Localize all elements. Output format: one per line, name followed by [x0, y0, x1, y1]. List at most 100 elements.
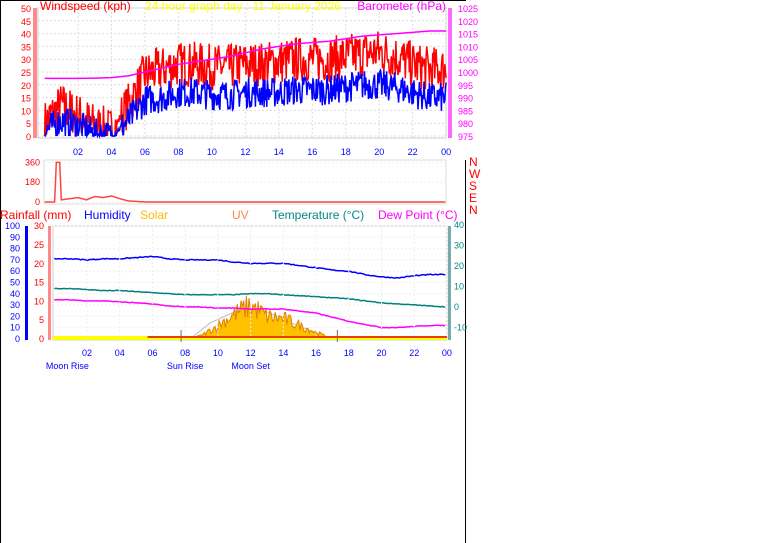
wind-tick-label: 30 — [21, 55, 31, 65]
rain-tick-label: 15 — [34, 278, 44, 288]
compass-label: N — [469, 155, 478, 169]
humidity-tick-label: 100 — [5, 221, 20, 231]
temp-tick-label: 20 — [454, 261, 464, 271]
rain-tick-label: 25 — [34, 240, 44, 250]
compass-label: S — [469, 179, 477, 193]
wind-tick-label: 10 — [21, 106, 31, 116]
x-tick-label: 20 — [374, 147, 384, 157]
series-solar — [189, 295, 335, 340]
graph-title: 24 hour graph day : 11 January 2026 — [145, 0, 341, 13]
x-tick-label: 14 — [274, 147, 284, 157]
compass-label: E — [469, 191, 477, 205]
x-tick-label: 12 — [246, 348, 256, 358]
x-tick-label: 22 — [409, 348, 419, 358]
wind-tick-label: 35 — [21, 42, 31, 52]
direction-tick-label: 180 — [25, 177, 40, 187]
wind-tick-label: 25 — [21, 68, 31, 78]
series-wind-gust — [43, 31, 447, 137]
wind-axis-title: Windspeed (kph) — [40, 0, 131, 13]
uv-band — [53, 336, 447, 340]
x-tick-label: 00 — [441, 147, 451, 157]
humidity-tick-label: 60 — [10, 266, 20, 276]
series-wind-direction — [44, 161, 446, 203]
x-tick-label: 08 — [180, 348, 190, 358]
direction-tick-label: 360 — [25, 157, 40, 167]
baro-tick-label: 1010 — [458, 42, 478, 52]
baro-tick-label: 1000 — [458, 68, 478, 78]
x-tick-label: 18 — [341, 147, 351, 157]
legend-item: Rainfall (mm) — [0, 208, 71, 222]
wind-axis — [33, 8, 37, 138]
series-barometer — [44, 30, 447, 80]
wind-tick-label: 45 — [21, 17, 31, 27]
humidity-tick-label: 30 — [10, 300, 20, 310]
humidity-tick-label: 40 — [10, 289, 20, 299]
rain-tick-label: 20 — [34, 259, 44, 269]
temp-tick-label: 30 — [454, 241, 464, 251]
x-tick-label: 10 — [213, 348, 223, 358]
compass-label: W — [469, 167, 481, 181]
x-tick-label: 06 — [140, 147, 150, 157]
x-tick-label: 12 — [240, 147, 250, 157]
baro-tick-label: 980 — [458, 119, 473, 129]
astronomy-label: Moon Set — [231, 361, 270, 371]
wind-tick-label: 0 — [26, 132, 31, 142]
x-tick-label: 04 — [107, 147, 117, 157]
baro-tick-label: 985 — [458, 106, 473, 116]
legend-item: UV — [232, 208, 249, 222]
series-dew-point — [54, 298, 446, 329]
humidity-tick-label: 0 — [15, 334, 20, 344]
astronomy-label: Sun Rise — [167, 361, 204, 371]
wind-tick-label: 15 — [21, 94, 31, 104]
astronomy-label: Moon Rise — [46, 361, 89, 371]
baro-axis — [448, 8, 452, 138]
compass-label: N — [469, 203, 478, 217]
rain-tick-label: 5 — [39, 315, 44, 325]
baro-tick-label: 1005 — [458, 55, 478, 65]
x-tick-label: 00 — [442, 348, 452, 358]
baro-tick-label: 995 — [458, 81, 473, 91]
series-wind-average — [44, 68, 447, 139]
x-tick-label: 16 — [311, 348, 321, 358]
x-tick-label: 22 — [408, 147, 418, 157]
humidity-tick-label: 20 — [10, 311, 20, 321]
baro-tick-label: 1020 — [458, 17, 478, 27]
temp-tick-label: -10 — [454, 323, 467, 333]
x-tick-label: 04 — [115, 348, 125, 358]
x-tick-label: 06 — [147, 348, 157, 358]
rain-tick-label: 30 — [34, 221, 44, 231]
baro-tick-label: 1025 — [458, 4, 478, 14]
baro-axis-title: Barometer (hPa) — [357, 0, 446, 13]
x-tick-label: 16 — [307, 147, 317, 157]
baro-tick-label: 1015 — [458, 30, 478, 40]
rain-tick-label: 0 — [39, 334, 44, 344]
humidity-tick-label: 90 — [10, 232, 20, 242]
x-tick-label: 02 — [82, 348, 92, 358]
baro-tick-label: 990 — [458, 94, 473, 104]
wind-tick-label: 20 — [21, 81, 31, 91]
humidity-axis — [25, 226, 28, 340]
legend-item: Temperature (°C) — [272, 208, 364, 222]
legend-item: Solar — [140, 208, 168, 222]
x-tick-label: 20 — [376, 348, 386, 358]
x-tick-label: 14 — [278, 348, 288, 358]
temp-tick-label: 10 — [454, 282, 464, 292]
humidity-tick-label: 80 — [10, 244, 20, 254]
rain-axis — [48, 226, 51, 340]
humidity-tick-label: 10 — [10, 323, 20, 333]
rain-tick-label: 10 — [34, 296, 44, 306]
temp-tick-label: 0 — [454, 302, 459, 312]
temp-tick-label: 40 — [454, 220, 464, 230]
humidity-tick-label: 50 — [10, 278, 20, 288]
wind-tick-label: 50 — [21, 4, 31, 14]
direction-tick-label: 0 — [35, 197, 40, 207]
humidity-tick-label: 70 — [10, 255, 20, 265]
legend-item: Dew Point (°C) — [378, 208, 457, 222]
legend-item: Humidity — [84, 208, 131, 222]
x-tick-label: 10 — [207, 147, 217, 157]
x-tick-label: 08 — [173, 147, 183, 157]
x-tick-label: 02 — [73, 147, 83, 157]
wind-tick-label: 40 — [21, 30, 31, 40]
baro-tick-label: 975 — [458, 132, 473, 142]
